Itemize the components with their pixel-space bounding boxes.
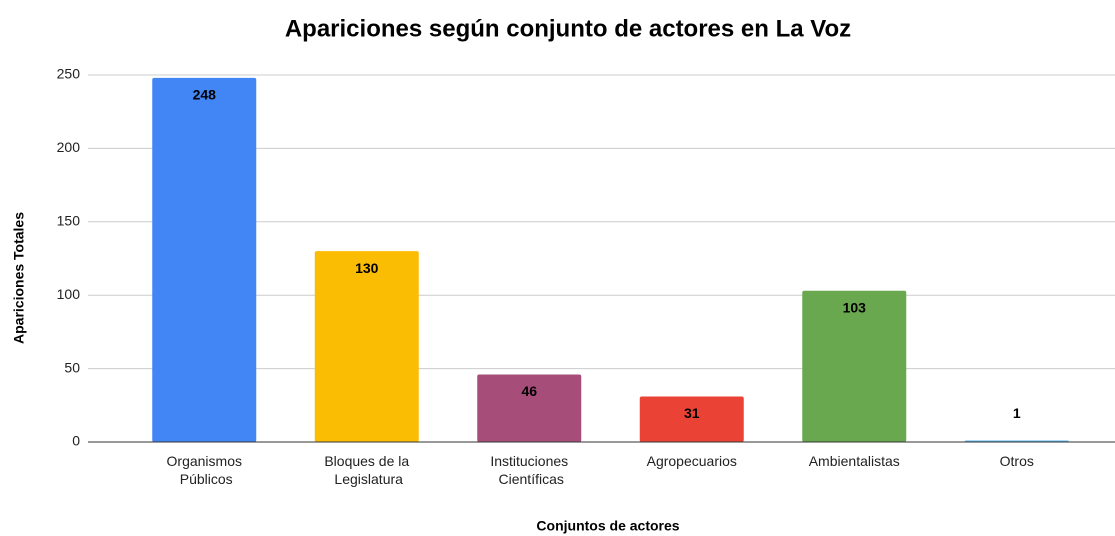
- x-axis-title: Conjuntos de actores: [536, 518, 679, 534]
- y-tick-label: 200: [57, 139, 81, 155]
- y-tick-label: 50: [64, 359, 80, 375]
- data-label: 46: [521, 383, 537, 399]
- bar: [152, 77, 257, 442]
- data-label: 130: [355, 260, 379, 276]
- y-tick-label: 100: [57, 286, 81, 302]
- data-label: 1: [1013, 405, 1021, 421]
- y-axis-title: Apariciones Totales: [11, 212, 27, 344]
- bar: [477, 374, 582, 442]
- bar: [314, 251, 419, 442]
- bar: [639, 396, 744, 442]
- y-tick-label: 0: [72, 433, 80, 449]
- y-tick-label: 150: [57, 213, 81, 229]
- x-tick-label: Organismos Públicos: [167, 453, 242, 487]
- x-tick-label: Instituciones Científicas: [490, 453, 568, 487]
- data-label: 31: [684, 405, 700, 421]
- bar: [802, 290, 907, 442]
- chart-title: Apariciones según conjunto de actores en…: [285, 15, 851, 42]
- x-tick-label: Bloques de la Legislatura: [324, 453, 409, 487]
- data-label: 103: [843, 299, 867, 315]
- y-tick-label: 250: [57, 66, 81, 82]
- data-label: 248: [193, 87, 217, 103]
- x-tick-label: Agropecuarios: [647, 453, 737, 469]
- x-tick-label: Ambientalistas: [809, 453, 900, 469]
- x-tick-label: Otros: [1000, 453, 1034, 469]
